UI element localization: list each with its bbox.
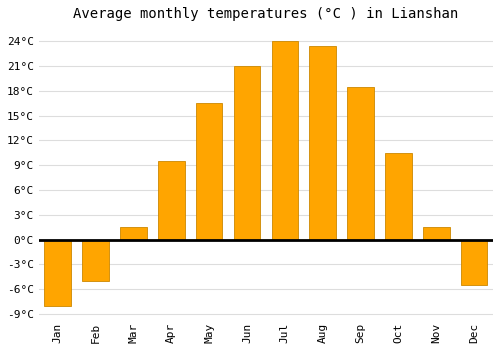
Bar — [385, 153, 411, 239]
Bar — [44, 239, 71, 306]
Bar — [158, 161, 184, 239]
Bar — [461, 239, 487, 285]
Bar — [348, 87, 374, 239]
Bar — [196, 103, 222, 239]
Bar — [234, 66, 260, 239]
Title: Average monthly temperatures (°C ) in Lianshan: Average monthly temperatures (°C ) in Li… — [74, 7, 458, 21]
Bar — [82, 239, 109, 281]
Bar — [310, 46, 336, 239]
Bar — [120, 227, 146, 239]
Bar — [272, 41, 298, 239]
Bar — [423, 227, 450, 239]
